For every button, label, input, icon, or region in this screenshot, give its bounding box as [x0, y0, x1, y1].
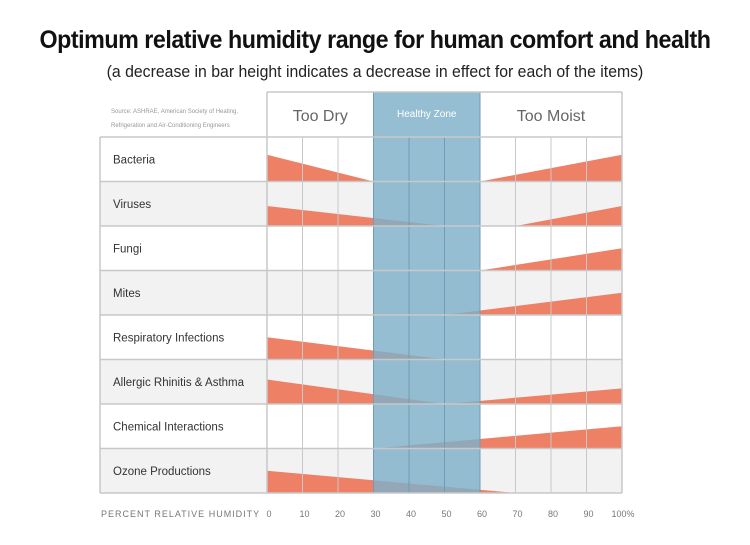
- row-label: Chemical Interactions: [113, 421, 224, 433]
- x-tick-label: 10: [299, 509, 309, 519]
- wedge-viruses: [267, 205, 445, 226]
- wedge-bacteria: [267, 154, 374, 182]
- x-tick-label: 90: [583, 509, 593, 519]
- x-tick-label: 80: [548, 509, 558, 519]
- zone-label: Too Moist: [517, 108, 586, 125]
- x-tick-label: 0: [266, 509, 271, 519]
- row-label: Fungi: [113, 243, 142, 255]
- source-note: Source: ASHRAE, American Society of Heat…: [111, 109, 238, 115]
- x-tick-label: 70: [512, 509, 522, 519]
- zone-label: Healthy Zone: [397, 109, 457, 120]
- row-label: Ozone Productions: [113, 466, 211, 478]
- chart-title: Optimum relative humidity range for huma…: [39, 26, 711, 54]
- x-tick-label: 20: [335, 509, 345, 519]
- x-tick-label: 60: [477, 509, 487, 519]
- wedge-allergic-rhinitis-asthma: [444, 388, 622, 404]
- x-axis-label: PERCENT RELATIVE HUMIDITY: [101, 509, 260, 519]
- row-label: Mites: [113, 288, 141, 300]
- chart-subtitle: (a decrease in bar height indicates a de…: [106, 62, 644, 81]
- healthy-zone-band: [373, 92, 480, 493]
- x-tick-label: 30: [370, 509, 380, 519]
- row-label: Bacteria: [113, 154, 156, 166]
- wedge-mites: [444, 292, 622, 315]
- source-note: Refrigeration and Air-Conditioning Engin…: [111, 123, 230, 129]
- x-tick-label: 100%: [611, 509, 634, 519]
- row-label: Viruses: [113, 199, 151, 211]
- x-tick-label: 40: [406, 509, 416, 519]
- x-tick-label: 50: [441, 509, 451, 519]
- wedge-viruses: [515, 205, 622, 226]
- row-label: Respiratory Infections: [113, 332, 224, 344]
- zone-label: Too Dry: [293, 108, 348, 125]
- row-label: Allergic Rhinitis & Asthma: [113, 377, 245, 389]
